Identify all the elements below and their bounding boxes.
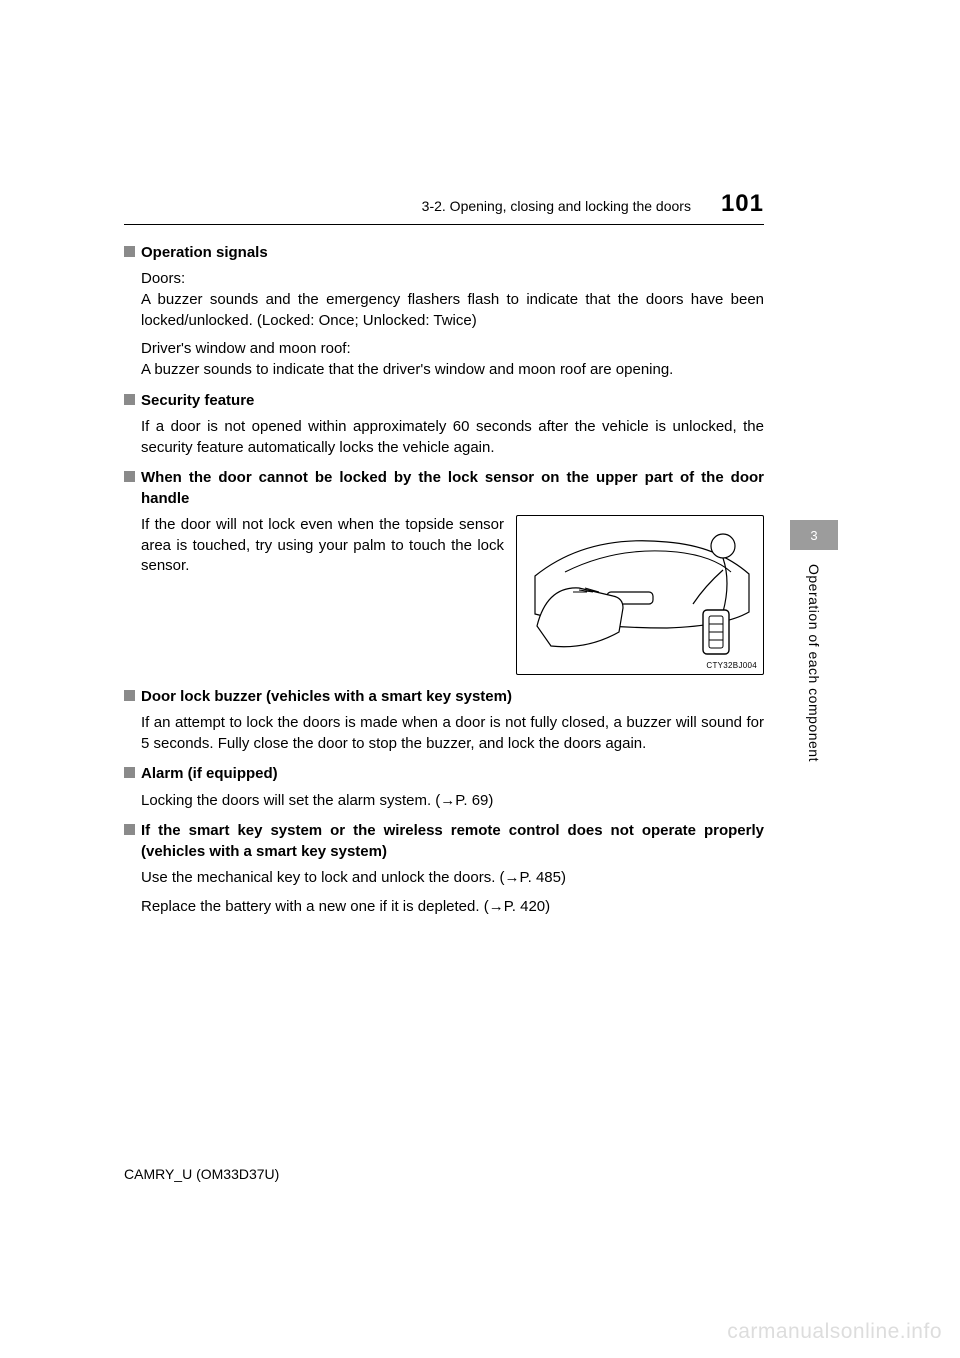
side-tab: 3 Operation of each component xyxy=(790,520,838,762)
square-bullet-icon xyxy=(124,767,135,778)
text-pre: Use the mechanical key to lock and unloc… xyxy=(141,869,505,886)
paragraph: If a door is not opened within approxima… xyxy=(141,417,764,458)
item-lock-sensor: When the door cannot be locked by the lo… xyxy=(124,468,764,675)
text-pre: Locking the doors will set the alarm sys… xyxy=(141,792,440,809)
body-text: A buzzer sounds and the emergency flashe… xyxy=(141,290,764,331)
paragraph: If the door will not lock even when the … xyxy=(141,515,516,577)
heading-security-feature: Security feature xyxy=(124,391,764,411)
heading-text: If the smart key system or the wireless … xyxy=(141,821,764,862)
heading-text: Security feature xyxy=(141,391,254,411)
section-title: 3-2. Opening, closing and locking the do… xyxy=(422,198,691,214)
heading-text: Operation signals xyxy=(141,243,268,263)
paragraph: Replace the battery with a new one if it… xyxy=(141,897,764,918)
page-number: 101 xyxy=(721,190,764,218)
text-pre: Replace the battery with a new one if it… xyxy=(141,898,489,915)
footer-text: CAMRY_U (OM33D37U) xyxy=(124,1166,279,1182)
page-ref: P. 420) xyxy=(504,898,550,915)
item-operation-signals: Operation signals Doors: A buzzer sounds… xyxy=(124,243,764,381)
square-bullet-icon xyxy=(124,690,135,701)
chapter-number-tab: 3 xyxy=(790,520,838,550)
page-ref: P. 69) xyxy=(455,792,493,809)
heading-operation-signals: Operation signals xyxy=(124,243,764,263)
heading-text: Alarm (if equipped) xyxy=(141,764,278,784)
square-bullet-icon xyxy=(124,471,135,482)
item-door-lock-buzzer: Door lock buzzer (vehicles with a smart … xyxy=(124,687,764,755)
page-header: 3-2. Opening, closing and locking the do… xyxy=(124,190,764,218)
heading-smart-key-fail: If the smart key system or the wireless … xyxy=(124,821,764,862)
paragraph: Locking the doors will set the alarm sys… xyxy=(141,791,764,812)
figure-lock-sensor: CTY32BJ004 xyxy=(516,515,764,675)
heading-alarm: Alarm (if equipped) xyxy=(124,764,764,784)
heading-door-lock-buzzer: Door lock buzzer (vehicles with a smart … xyxy=(124,687,764,707)
watermark: carmanualsonline.info xyxy=(727,1320,942,1344)
paragraph: Doors: A buzzer sounds and the emergency… xyxy=(141,269,764,331)
chapter-title-vertical: Operation of each component xyxy=(806,564,822,762)
page-content: 3-2. Opening, closing and locking the do… xyxy=(124,190,764,927)
text-figure-row: If the door will not lock even when the … xyxy=(141,515,764,675)
body-text: A buzzer sounds to indicate that the dri… xyxy=(141,360,764,381)
arrow-icon: → xyxy=(489,898,504,915)
heading-lock-sensor: When the door cannot be locked by the lo… xyxy=(124,468,764,509)
heading-text: When the door cannot be locked by the lo… xyxy=(141,468,764,509)
arrow-icon: → xyxy=(440,792,455,809)
header-rule xyxy=(124,224,764,225)
item-smart-key-fail: If the smart key system or the wireless … xyxy=(124,821,764,917)
square-bullet-icon xyxy=(124,824,135,835)
lock-sensor-illustration xyxy=(517,516,763,676)
square-bullet-icon xyxy=(124,246,135,257)
square-bullet-icon xyxy=(124,394,135,405)
item-alarm: Alarm (if equipped) Locking the doors wi… xyxy=(124,764,764,811)
label-text: Driver's window and moon roof: xyxy=(141,340,351,357)
figure-label: CTY32BJ004 xyxy=(706,661,757,670)
arrow-icon: → xyxy=(505,869,520,886)
label-text: Doors: xyxy=(141,270,185,287)
paragraph: If an attempt to lock the doors is made … xyxy=(141,713,764,754)
heading-text: Door lock buzzer (vehicles with a smart … xyxy=(141,687,512,707)
item-security-feature: Security feature If a door is not opened… xyxy=(124,391,764,459)
page-ref: P. 485) xyxy=(520,869,566,886)
paragraph: Driver's window and moon roof: A buzzer … xyxy=(141,339,764,380)
paragraph: Use the mechanical key to lock and unloc… xyxy=(141,868,764,889)
